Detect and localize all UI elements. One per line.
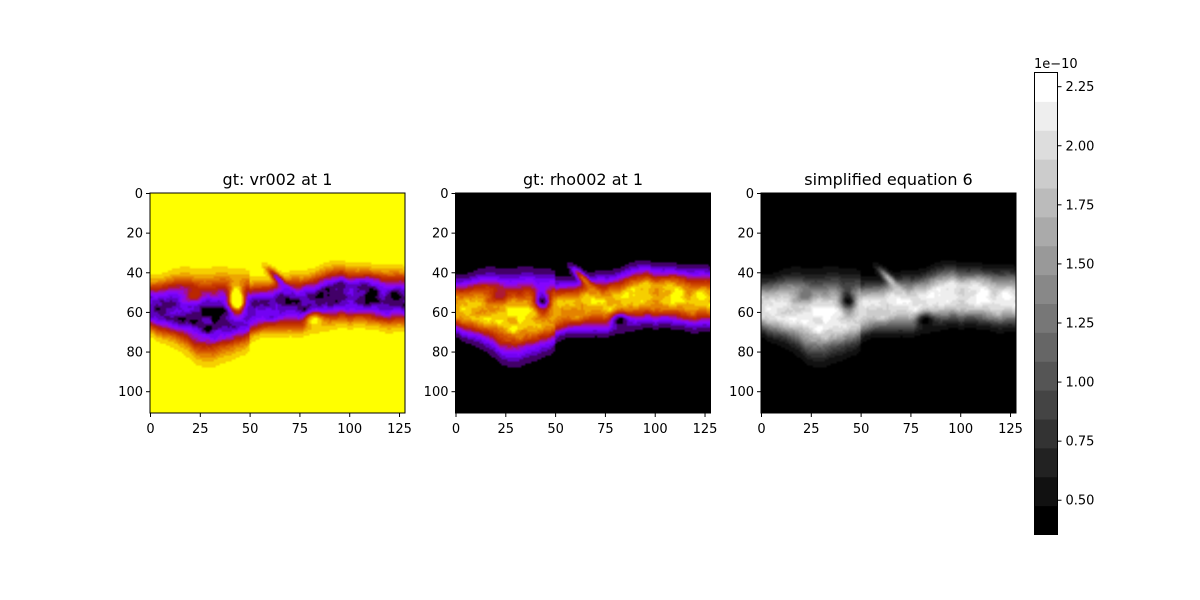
panel-simplified-equation: simplified equation 6 0 25 50 75 100 125 0 20 4… [729,170,1023,437]
y-tick-label: 60 [737,306,754,321]
colorbar-band [1034,130,1058,160]
y-tick-label: 80 [126,346,143,361]
y-tick-label: 0 [746,187,754,202]
y-tick-label: 0 [135,187,143,202]
y-tick-label: 60 [126,306,143,321]
colorbar-bands [1034,72,1058,535]
panel-vr002: gt: vr002 at 1 0 25 50 75 100 125 0 20 40 60 80 10… [118,170,412,437]
panel-title: simplified equation 6 [804,170,972,189]
x-tick-label: 25 [498,422,515,437]
y-tick-label: 20 [126,227,143,242]
x-axis: 0 25 50 75 100 125 [757,413,1023,437]
colorbar-band [1034,303,1058,333]
x-tick-label: 50 [853,422,870,437]
colorbar-tick-label: 1.50 [1066,257,1095,272]
panel-rho002: gt: rho002 at 1 0 25 50 75 100 125 0 20 40 60 80 1… [424,170,718,437]
y-tick-label: 60 [432,306,449,321]
colorbar-band [1034,216,1058,247]
heatmap-image [761,193,1016,413]
colorbar-scale-label: 1e−10 [1034,57,1078,72]
colorbar-band [1034,188,1058,218]
colorbar-frame [1034,72,1058,535]
x-axis: 0 25 50 75 100 125 [146,413,412,437]
y-tick-label: 20 [737,227,754,242]
x-tick-label: 125 [693,422,718,437]
axes-frame [149,192,406,414]
y-tick-label: 40 [432,266,449,281]
colorbar-band [1034,447,1058,478]
y-tick-label: 80 [432,346,449,361]
colorbar-band [1034,72,1058,102]
x-tick-label: 50 [242,422,259,437]
x-tick-label: 25 [803,422,820,437]
x-axis: 0 25 50 75 100 125 [452,413,718,437]
y-tick-label: 40 [126,266,143,281]
y-axis: 0 20 40 60 80 100 [424,187,456,400]
colorbar-band [1034,476,1058,507]
colorbar-band [1034,101,1058,131]
y-tick-label: 100 [118,385,143,400]
x-tick-label: 125 [998,422,1023,437]
x-tick-label: 0 [452,422,460,437]
colorbar-band [1034,361,1058,391]
colorbar-tick-label: 1.00 [1066,376,1095,391]
colorbar-tick-label: 0.50 [1066,494,1095,509]
colorbar-tick-label: 1.25 [1066,316,1095,331]
x-tick-label: 50 [547,422,564,437]
y-axis: 0 20 40 60 80 100 [118,187,150,400]
y-tick-label: 20 [432,227,449,242]
colorbar-band [1034,159,1058,189]
colorbar: 1e−10 0.50 0.75 1.00 1.25 1.50 1.75 2.00 2.25 [1034,57,1094,535]
x-tick-label: 100 [948,422,973,437]
heatmap-image [455,193,711,413]
x-tick-label: 75 [903,422,920,437]
x-tick-label: 25 [192,422,209,437]
colorbar-band [1034,390,1058,420]
colorbar-band [1034,419,1058,449]
x-tick-label: 100 [643,422,668,437]
panel-title: gt: vr002 at 1 [223,170,333,189]
x-tick-label: 0 [757,422,765,437]
y-axis: 0 20 40 60 80 100 [729,187,761,400]
colorbar-band [1034,274,1058,304]
panel-title: gt: rho002 at 1 [523,170,643,189]
x-tick-label: 0 [146,422,154,437]
y-tick-label: 100 [424,385,449,400]
colorbar-tick-label: 0.75 [1066,435,1095,450]
x-tick-label: 125 [387,422,412,437]
heatmap-image [150,193,405,413]
axes-frame [760,192,1017,414]
colorbar-ticks: 0.50 0.75 1.00 1.25 1.50 1.75 2.00 2.25 [1057,80,1095,509]
colorbar-tick-label: 2.00 [1066,139,1095,154]
colorbar-tick-label: 1.75 [1066,198,1095,213]
colorbar-band [1034,332,1058,362]
x-tick-label: 75 [292,422,309,437]
colorbar-tick-label: 2.25 [1066,80,1095,95]
y-tick-label: 100 [729,385,754,400]
x-tick-label: 75 [597,422,614,437]
x-tick-label: 100 [337,422,362,437]
y-tick-label: 80 [737,346,754,361]
y-tick-label: 40 [737,266,754,281]
colorbar-band [1034,245,1058,276]
axes-frame [455,192,711,414]
colorbar-band [1034,505,1058,535]
y-tick-label: 0 [440,187,448,202]
